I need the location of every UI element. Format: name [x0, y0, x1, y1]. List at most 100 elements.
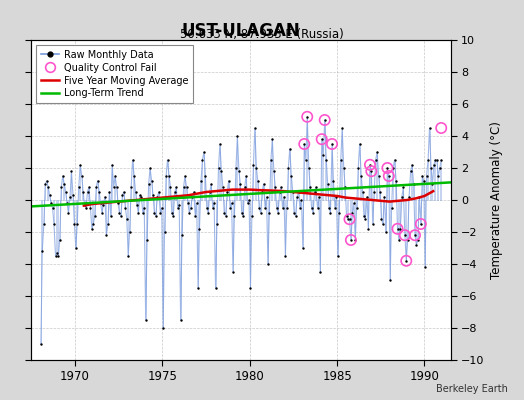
Point: [433, 157, 441, 163]
Point: [284, 165, 292, 171]
Point: [358, 189, 367, 195]
Point: [368, 221, 377, 227]
Point: [428, 181, 436, 187]
Point: [89, 221, 97, 227]
Point: [381, 229, 390, 235]
Point: [53, 250, 61, 256]
Point: [297, 197, 305, 203]
Point: [159, 325, 167, 331]
Point: [315, 194, 323, 200]
Point: [376, 189, 384, 195]
Point: [383, 165, 391, 171]
Point: [115, 210, 124, 216]
Point: [244, 200, 252, 206]
Point: [407, 168, 415, 174]
Point: [340, 165, 348, 171]
Point: [141, 317, 150, 323]
Point: [119, 189, 128, 195]
Point: [418, 173, 427, 179]
Point: [222, 213, 230, 219]
Point: [394, 226, 402, 232]
Point: [321, 117, 329, 123]
Point: [111, 173, 119, 179]
Point: [88, 226, 96, 232]
Point: [276, 189, 284, 195]
Point: [322, 157, 331, 163]
Point: [431, 157, 440, 163]
Point: [421, 264, 429, 270]
Point: [37, 341, 45, 347]
Point: [166, 184, 174, 190]
Point: [67, 168, 75, 174]
Point: [427, 165, 435, 171]
Point: [394, 226, 402, 232]
Point: [375, 173, 383, 179]
Point: [265, 210, 274, 216]
Point: [51, 253, 60, 259]
Point: [219, 184, 227, 190]
Point: [249, 162, 258, 168]
Point: [300, 141, 309, 147]
Point: [259, 181, 268, 187]
Point: [413, 237, 422, 243]
Point: [198, 157, 206, 163]
Point: [306, 184, 314, 190]
Point: [338, 125, 346, 131]
Point: [188, 194, 196, 200]
Point: [268, 136, 277, 142]
Point: [287, 173, 296, 179]
Point: [118, 192, 127, 198]
Point: [149, 192, 157, 198]
Point: [121, 205, 129, 211]
Point: [50, 221, 58, 227]
Point: [96, 200, 105, 206]
Point: [80, 202, 89, 208]
Point: [134, 210, 143, 216]
Point: [437, 125, 445, 131]
Point: [347, 237, 355, 243]
Point: [379, 221, 387, 227]
Y-axis label: Temperature Anomaly (°C): Temperature Anomaly (°C): [490, 121, 503, 279]
Point: [169, 213, 178, 219]
Point: [190, 189, 198, 195]
Point: [150, 210, 159, 216]
Point: [63, 200, 71, 206]
Point: [254, 178, 262, 184]
Point: [304, 165, 313, 171]
Point: [331, 205, 339, 211]
Point: [42, 178, 51, 184]
Point: [395, 237, 403, 243]
Point: [146, 165, 154, 171]
Point: [64, 210, 73, 216]
Point: [277, 184, 285, 190]
Point: [241, 184, 249, 190]
Point: [316, 269, 324, 275]
Point: [364, 226, 373, 232]
Point: [328, 141, 336, 147]
Point: [101, 194, 109, 200]
Point: [184, 200, 192, 206]
Point: [272, 205, 281, 211]
Point: [256, 210, 265, 216]
Point: [155, 189, 163, 195]
Point: [411, 232, 419, 238]
Title: UST-ULAGAN: UST-ULAGAN: [182, 22, 300, 40]
Point: [182, 184, 191, 190]
Point: [430, 162, 438, 168]
Point: [334, 253, 342, 259]
Point: [417, 221, 425, 227]
Point: [210, 200, 219, 206]
Point: [200, 149, 208, 155]
Point: [323, 181, 332, 187]
Point: [434, 173, 442, 179]
Point: [366, 162, 374, 168]
Point: [347, 237, 355, 243]
Point: [61, 189, 70, 195]
Point: [132, 189, 140, 195]
Point: [402, 258, 410, 264]
Point: [355, 141, 364, 147]
Point: [367, 168, 376, 174]
Legend: Raw Monthly Data, Quality Control Fail, Five Year Moving Average, Long-Term Tren: Raw Monthly Data, Quality Control Fail, …: [36, 45, 193, 103]
Point: [74, 184, 83, 190]
Point: [326, 210, 335, 216]
